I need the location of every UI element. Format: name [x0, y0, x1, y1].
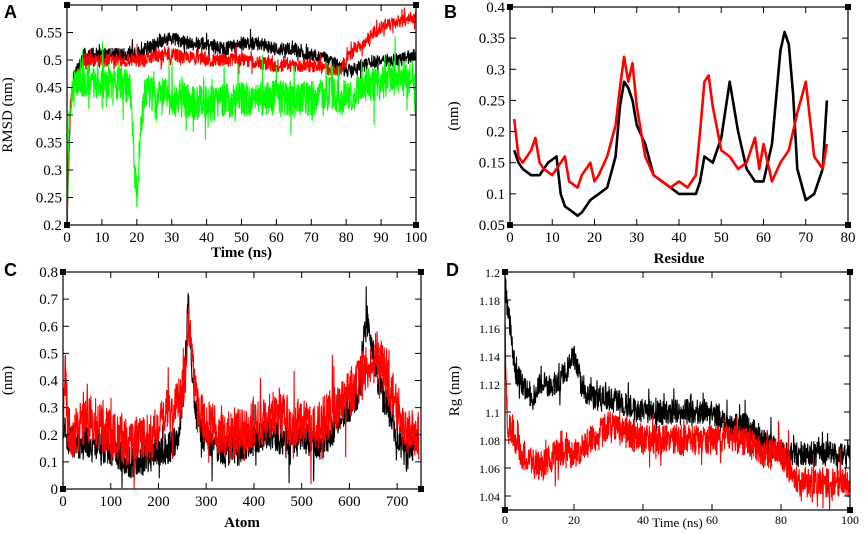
panel-b-y-tick-label: 0.2 — [486, 125, 505, 141]
panel-b-chart: 0 10 20 30 40 50 60 70 80 0.05 0.1 0.15 0.2 0.25 0.3 0.… — [446, 0, 856, 267]
panel-b-y-tick-label: 0.15 — [479, 156, 505, 172]
panel-b-y-axis-label: (nm) — [446, 101, 462, 130]
panel-d-y-tick-label: 1.16 — [479, 322, 500, 336]
panel-c-x-tick-label: 0 — [59, 494, 67, 510]
panel-a-x-tick-label: 30 — [164, 230, 179, 246]
panel-c-chart: 0 100 200 300 400 500 600 700 0 0.1 0.2 0.3 0.4 0.5 0.… — [0, 265, 424, 531]
panel-a-x-tick-label: 0 — [63, 230, 71, 246]
panel-d-series-red — [505, 322, 850, 510]
panel-b-y-tick-label: 0.3 — [486, 62, 505, 78]
panel-c-letter: C — [4, 260, 17, 280]
panel-c-x-tick-label: 100 — [99, 494, 122, 510]
panel-c-y-tick-label: 0.5 — [39, 346, 58, 362]
panel-a-chart: 0 10 20 30 40 50 60 70 80 90 100 0.2 0.25 0.3 0.35 0.4 0… — [0, 2, 427, 261]
panel-d-y-tick-label: 1.1 — [485, 406, 500, 420]
panel-c-y-tick-label: 0.8 — [39, 265, 58, 281]
panel-d-x-tick-label: 100 — [841, 513, 859, 527]
panel-d-plot-frame — [504, 271, 851, 511]
panel-a-series-green — [67, 36, 416, 215]
panel-d-letter: D — [446, 260, 459, 280]
panel-b-x-tick-label: 30 — [629, 230, 644, 246]
panel-a-y-tick-label: 0.4 — [43, 108, 62, 124]
panel-b-x-tick-label: 10 — [545, 230, 560, 246]
panel-c-x-axis-label: Atom — [224, 515, 260, 531]
panel-d-x-tick-label: 20 — [568, 513, 580, 527]
panel-b-x-tick-label: 70 — [798, 230, 813, 246]
panel-a-y-tick-label: 0.2 — [43, 218, 62, 234]
panel-a-x-tick-label: 60 — [269, 230, 284, 246]
panel-d-x-tick-label: 40 — [637, 513, 649, 527]
panel-d-chart: 0 20 40 60 80 100 1.04 1.06 1.08 1.1 1.12 1.14 1.16 1… — [447, 266, 859, 530]
panel-d-x-tick-label: 0 — [502, 513, 508, 527]
panel-c-y-tick-label: 0.4 — [39, 374, 58, 390]
panel-a-x-tick-label: 70 — [304, 230, 319, 246]
panel-d-y-tick-label: 1.12 — [479, 378, 500, 392]
panel-b-x-tick-label: 60 — [756, 230, 771, 246]
panel-b-x-tick-label: 80 — [841, 230, 856, 246]
panel-b-y-tick-label: 0.1 — [486, 187, 505, 203]
panel-d-y-tick-label: 1.18 — [479, 294, 500, 308]
panel-d-y-axis-label: Rg (nm) — [447, 366, 463, 416]
panel-a-y-tick-label: 0.35 — [36, 136, 62, 152]
panel-c-x-tick-label: 600 — [338, 494, 361, 510]
panel-a-x-tick-label: 90 — [374, 230, 389, 246]
panel-a-x-tick-label: 40 — [199, 230, 214, 246]
panel-a-letter: A — [4, 2, 17, 22]
panel-c-y-tick-label: 0.1 — [39, 455, 58, 471]
panel-b-x-tick-label: 40 — [672, 230, 687, 246]
panel-c-x-tick-label: 400 — [243, 494, 266, 510]
panel-d-y-tick-label: 1.06 — [479, 462, 500, 476]
panel-a-y-axis-label: RMSD (nm) — [0, 77, 16, 152]
panel-c-x-tick-label: 500 — [290, 494, 313, 510]
panel-b-x-tick-label: 20 — [587, 230, 602, 246]
panel-d-y-tick-label: 1.08 — [479, 434, 500, 448]
panel-a-y-tick-label: 0.5 — [43, 53, 62, 69]
panel-b-series-red — [512, 55, 829, 189]
panel-a-y-tick-label: 0.55 — [36, 26, 62, 42]
panel-d-series-black — [505, 277, 850, 476]
panel-b-x-tick-label: 0 — [506, 230, 514, 246]
panel-a-x-tick-label: 20 — [129, 230, 144, 246]
panel-a-y-tick-label: 0.3 — [43, 163, 62, 179]
panel-d-x-tick-label: 60 — [706, 513, 718, 527]
panel-c-x-tick-label: 700 — [386, 494, 409, 510]
panel-d-x-tick-label: 80 — [775, 513, 787, 527]
panel-b-y-tick-label: 0.35 — [479, 31, 505, 47]
panel-a-y-tick-label: 0.25 — [36, 191, 62, 207]
panel-b-x-tick-label: 50 — [714, 230, 729, 246]
panel-c-y-axis-label: (nm) — [0, 366, 16, 395]
panel-c-y-tick-label: 0.6 — [39, 319, 58, 335]
panel-a-series-red — [67, 7, 416, 225]
panel-b-letter: B — [444, 2, 457, 22]
panel-c-y-tick-label: 0.3 — [39, 401, 58, 417]
panel-d-y-tick-label: 1.2 — [485, 266, 500, 280]
panel-a-x-tick-label: 50 — [234, 230, 249, 246]
panel-d-x-axis-label: Time (ns) — [652, 515, 702, 530]
panel-a-x-axis-label: Time (ns) — [211, 245, 272, 261]
panel-a-x-tick-label: 80 — [339, 230, 354, 246]
panel-a-y-tick-label: 0.45 — [36, 81, 62, 97]
panel-c-y-tick-label: 0 — [51, 482, 59, 498]
panel-d-y-tick-label: 1.04 — [479, 490, 500, 504]
panel-c-x-tick-label: 200 — [147, 494, 170, 510]
panel-b-y-tick-label: 0.05 — [479, 218, 505, 234]
panel-d-y-tick-label: 1.14 — [479, 350, 500, 364]
panel-a-x-tick-label: 10 — [94, 230, 109, 246]
panel-c-y-tick-label: 0.7 — [39, 292, 58, 308]
panel-c-x-tick-label: 300 — [195, 494, 218, 510]
panel-c-y-tick-label: 0.2 — [39, 428, 58, 444]
panel-b-x-axis-label: Residue — [654, 251, 705, 267]
panel-a-x-tick-label: 100 — [405, 230, 428, 246]
panel-c-series-red — [63, 306, 420, 489]
panel-a-series-black — [67, 28, 416, 225]
panel-b-y-tick-label: 0.4 — [486, 0, 505, 16]
panel-b-y-tick-label: 0.25 — [479, 93, 505, 109]
